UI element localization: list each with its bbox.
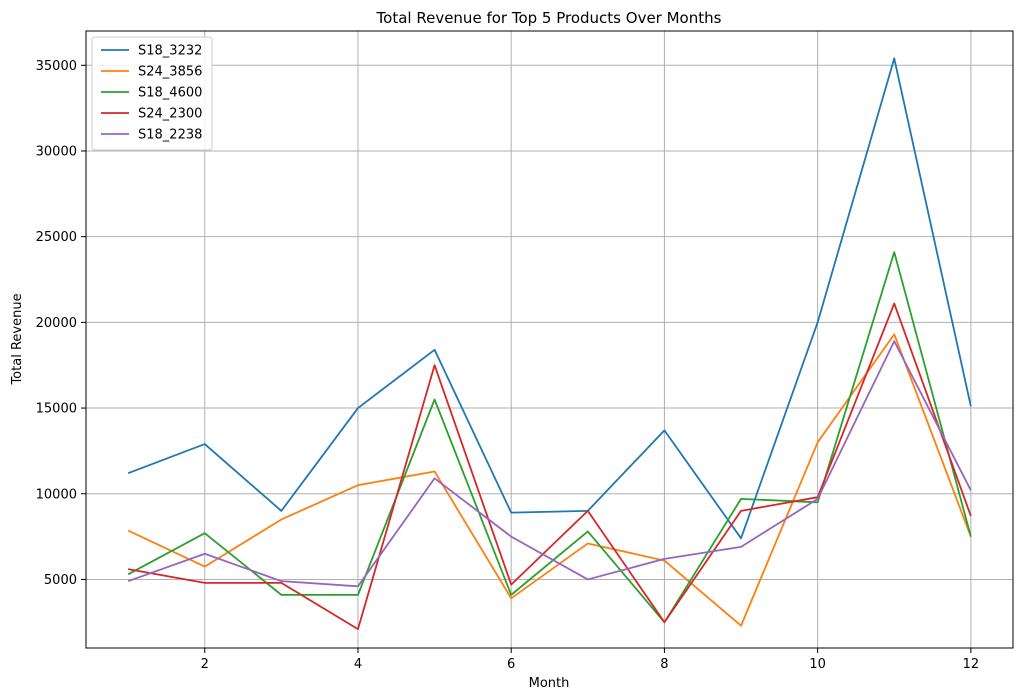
legend-label: S18_2238 — [138, 128, 202, 143]
y-tick-label: 30000 — [36, 144, 77, 159]
x-tick-label: 8 — [660, 657, 668, 672]
x-tick-label: 10 — [809, 657, 826, 672]
grid — [86, 31, 1013, 648]
series-lines — [127, 57, 972, 631]
x-tick-label: 4 — [354, 657, 362, 672]
legend-label: S24_3856 — [138, 65, 202, 80]
series-line-s18-4600 — [127, 251, 972, 624]
y-tick-label: 25000 — [36, 230, 77, 245]
series-line-s24-3856 — [127, 333, 972, 627]
legend-label: S18_3232 — [138, 44, 202, 59]
y-tick-label: 5000 — [44, 573, 77, 588]
axis-ticks: 2 4 6 8 10 12 5000 10000 15000 20000 25000 30000 350… — [36, 59, 979, 672]
series-line-s18-2238 — [127, 340, 972, 588]
y-tick-label: 20000 — [36, 316, 77, 331]
x-axis-label: Month — [529, 676, 570, 691]
x-tick-label: 12 — [963, 657, 980, 672]
x-tick-label: 6 — [507, 657, 515, 672]
series-line-s18-3232 — [127, 57, 972, 540]
y-tick-label: 10000 — [36, 487, 77, 502]
legend: S18_3232 S24_3856 S18_4600 S24_2300 S18_2238 — [91, 36, 213, 151]
y-tick-label: 35000 — [36, 59, 77, 74]
legend-label: S24_2300 — [138, 107, 202, 122]
y-axis-label: Total Revenue — [10, 293, 25, 385]
series-line-s24-2300 — [127, 302, 972, 631]
plot-area-frame — [85, 30, 1014, 649]
chart-title: Total Revenue for Top 5 Products Over Mo… — [376, 9, 722, 27]
x-tick-label: 2 — [201, 657, 209, 672]
legend-box — [91, 36, 213, 151]
y-tick-label: 15000 — [36, 402, 77, 417]
legend-label: S18_4600 — [138, 86, 202, 101]
